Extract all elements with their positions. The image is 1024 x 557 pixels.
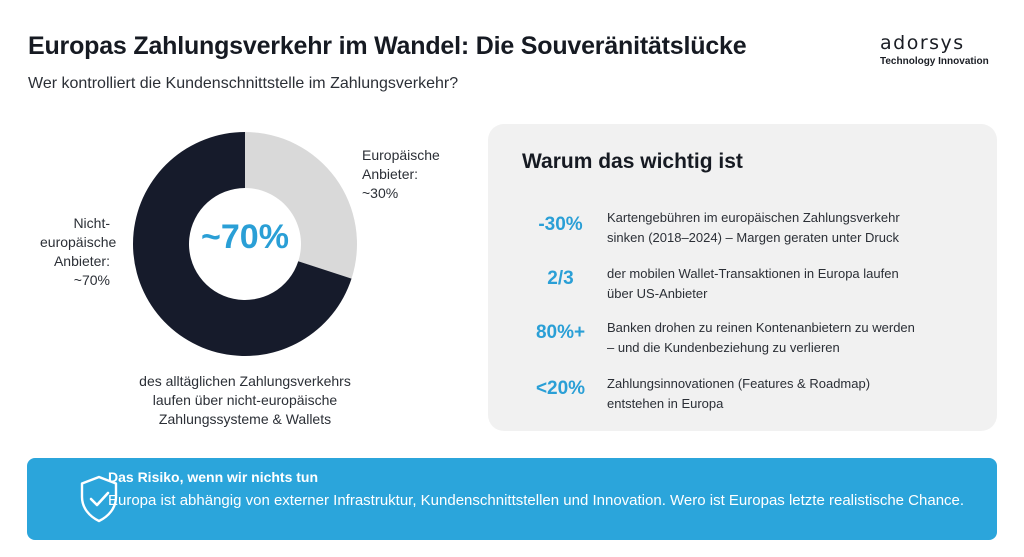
slice-label-non-european: Nicht- europäische Anbieter: ~70% [40,214,117,290]
caption-line: Zahlungssysteme & Wallets [158,411,332,427]
stat-value: 80%+ [535,322,586,343]
stat-value: <20% [535,378,586,399]
stat-line: – und die Kundenbeziehung zu verlieren [607,340,840,355]
stat-line: der mobilen Wallet-Transaktionen in Euro… [607,266,899,281]
slice-label-line: ~70% [73,272,110,288]
caption-line: laufen über nicht-europäische [152,392,338,408]
stat-line: entstehen in Europa [607,396,724,411]
stat-line: Zahlungsinnovationen (Features & Roadmap… [607,376,871,391]
stat-description: Zahlungsinnovationen (Features & Roadmap… [607,374,977,414]
slice-label-european: Europäische Anbieter: ~30% [362,146,440,203]
company-logo: adorsys Technology Innovation [880,33,990,67]
stat-description: der mobilen Wallet-Transaktionen in Euro… [607,264,977,304]
stat-line: sinken (2018–2024) – Margen geraten unte… [607,230,899,245]
shield-check-icon [80,475,118,523]
stat-value: -30% [538,214,583,235]
slice-label-line: europäische [40,234,117,250]
donut-slice-european [245,132,357,279]
stat-description: Banken drohen zu reinen Kontenanbietern … [607,318,977,358]
donut-chart [133,132,357,356]
donut-center-label: ~70% [201,218,289,256]
stat-value: 2/3 [547,268,574,289]
slice-label-line: Anbieter: [53,253,110,269]
stat-description: Kartengebühren im europäischen Zahlungsv… [607,208,977,248]
stat-line: Kartengebühren im europäischen Zahlungsv… [607,210,900,225]
why-it-matters-panel: Warum das wichtig ist -30% Kartengebühre… [488,124,997,431]
page-title: Europas Zahlungsverkehr im Wandel: Die S… [28,32,747,60]
stat-line: Banken drohen zu reinen Kontenanbietern … [607,320,915,335]
page-subtitle: Wer kontrolliert die Kundenschnittstelle… [28,75,459,92]
stat-line: über US-Anbieter [607,286,708,301]
banner-title: Das Risiko, wenn wir nichts tun [108,469,319,485]
slice-label-line: ~30% [362,185,399,201]
banner-text: Europa ist abhängig von externer Infrast… [108,492,965,509]
panel-title: Warum das wichtig ist [522,150,743,173]
slice-label-line: Anbieter: [362,166,419,182]
slice-label-line: Europäische [362,147,440,163]
donut-slice-non-european [133,132,352,356]
logo-tagline: Technology Innovation [880,56,989,67]
risk-banner: Das Risiko, wenn wir nichts tun Europa i… [27,458,997,540]
chart-caption: des alltäglichen Zahlungsverkehrs laufen… [100,372,390,429]
logo-wordmark: adorsys [880,32,965,54]
slice-label-line: Nicht- [73,215,110,231]
caption-line: des alltäglichen Zahlungsverkehrs [139,373,351,389]
